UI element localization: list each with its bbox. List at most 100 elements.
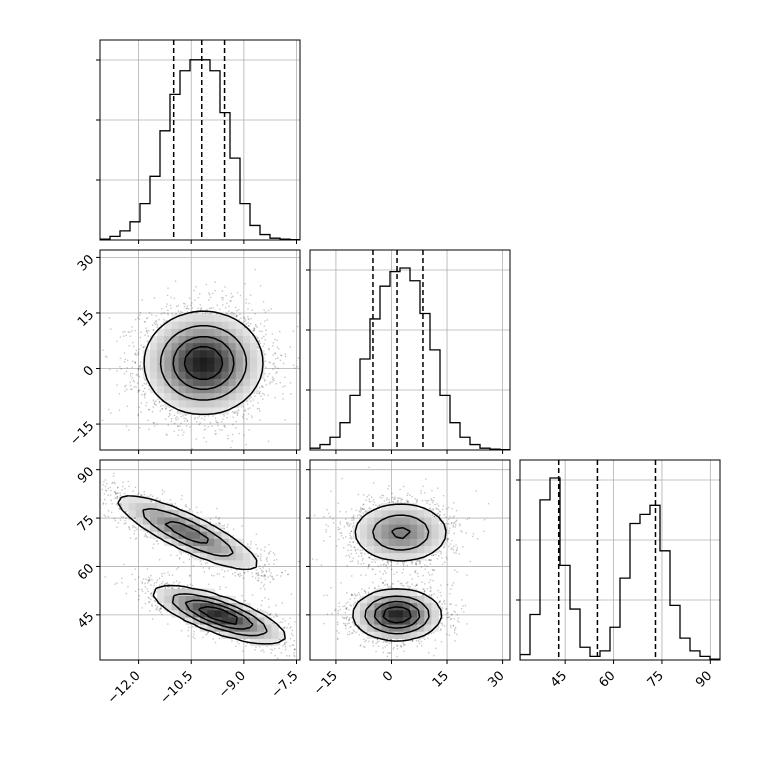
pair-panel-0-1-point bbox=[163, 319, 165, 321]
pair-panel-0-2-point bbox=[150, 500, 152, 502]
pair-panel-0-2-point bbox=[242, 541, 244, 544]
pair-panel-0-1-point bbox=[170, 296, 172, 299]
pair-panel-0-2-point bbox=[273, 578, 275, 580]
pair-panel-0-2-point bbox=[269, 550, 272, 553]
pair-panel-0-1-point bbox=[261, 337, 263, 339]
pair-panel-0-1-point bbox=[141, 299, 143, 301]
pair-panel-0-1-point bbox=[195, 312, 197, 314]
pair-panel-0-2-point bbox=[120, 502, 122, 504]
pair-panel-0-1-density-cell bbox=[207, 407, 215, 415]
pair-panel-0-1-point bbox=[245, 302, 247, 304]
pair-panel-0-1-point bbox=[162, 312, 164, 314]
pair-panel-0-1-point bbox=[273, 362, 275, 365]
pair-panel-0-2-point bbox=[101, 488, 103, 491]
pair-panel-0-1-point bbox=[258, 392, 261, 395]
pair-panel-0-1-point bbox=[129, 331, 131, 333]
pair-panel-0-1-point bbox=[280, 354, 283, 357]
pair-panel-0-1-point bbox=[137, 351, 139, 353]
pair-panel-0-1-point bbox=[246, 418, 248, 420]
pair-panel-0-1-point bbox=[119, 357, 122, 360]
pair-panel-0-2-point bbox=[161, 493, 164, 495]
pair-panel-0-1-density-cell bbox=[178, 364, 187, 372]
pair-panel-0-1-density-cell bbox=[250, 342, 258, 351]
pair-panel-0-1-point bbox=[137, 391, 139, 393]
pair-panel-0-2-point bbox=[268, 568, 271, 570]
pair-panel-0-1-point bbox=[145, 327, 147, 330]
pair-panel-0-2-point bbox=[260, 574, 263, 577]
pair-panel-0-1-ytick-label: 30 bbox=[75, 252, 97, 274]
pair-panel-0-2-point bbox=[107, 487, 109, 490]
pair-panel-0-1-point bbox=[238, 319, 240, 321]
pair-panel-0-1-density-cell bbox=[221, 385, 229, 394]
pair-panel-0-1-point bbox=[232, 295, 234, 298]
pair-panel-0-2-point bbox=[80, 498, 81, 499]
pair-panel-0-1-density-cell bbox=[157, 335, 165, 344]
pair-panel-0-2-point bbox=[132, 524, 134, 527]
pair-panel-0-1-point bbox=[245, 323, 248, 325]
pair-panel-0-2-point bbox=[180, 553, 182, 555]
pair-panel-0-1-point bbox=[167, 309, 169, 311]
pair-panel-0-1-density-cell bbox=[185, 407, 194, 415]
pair-panel-0-1-point bbox=[131, 372, 134, 375]
pair-panel-0-2-point bbox=[161, 489, 164, 491]
pair-panel-0-1-point bbox=[208, 292, 210, 294]
pair-panel-0-1-point bbox=[158, 400, 161, 403]
pair-panel-0-1-point bbox=[244, 282, 246, 285]
pair-panel-0-2-ytick-label: 90 bbox=[75, 464, 97, 486]
pair-panel-0-2-point bbox=[218, 522, 220, 524]
pair-panel-0-1-density-cell bbox=[214, 378, 222, 387]
pair-panel-0-1-point bbox=[244, 319, 247, 321]
pair-panel-0-1-point bbox=[144, 396, 146, 399]
pair-panel-0-1-density-cell bbox=[221, 321, 229, 329]
hist-panel-1 bbox=[306, 249, 511, 454]
pair-panel-0-2-point bbox=[307, 579, 308, 580]
pair-panel-0-1-point bbox=[274, 338, 276, 341]
pair-panel-0-1-density-cell bbox=[207, 364, 215, 372]
pair-panel-0-2-point bbox=[117, 486, 119, 489]
pair-panel-0-1-point bbox=[257, 346, 259, 348]
pair-panel-0-1-point bbox=[245, 443, 247, 446]
pair-panel-0-1-point bbox=[191, 307, 194, 309]
pair-panel-0-1-density-cell bbox=[257, 364, 265, 372]
pair-panel-0-2-point bbox=[267, 598, 270, 600]
pair-panel-0-2-point bbox=[138, 492, 140, 494]
pair-panel-0-1-density-cell bbox=[228, 321, 237, 329]
pair-panel-0-1-point bbox=[258, 386, 261, 389]
pair-panel-0-1-point bbox=[254, 395, 256, 397]
pair-panel-0-1-point bbox=[98, 388, 99, 389]
pair-panel-0-1-density-cell bbox=[228, 400, 237, 408]
pair-panel-0-1-point bbox=[181, 311, 183, 314]
pair-panel-0-2-point bbox=[216, 507, 218, 510]
pair-panel-0-1-point bbox=[256, 392, 258, 395]
pair-panel-0-2-point bbox=[272, 578, 274, 581]
pair-panel-0-1-point bbox=[137, 317, 139, 319]
pair-panel-0-1-point bbox=[160, 324, 162, 326]
pair-panel-0-1-density-cell bbox=[221, 400, 229, 408]
pair-panel-0-1-point bbox=[271, 333, 274, 335]
pair-panel-0-1-point bbox=[194, 416, 196, 419]
pair-panel-0-1-density-cell bbox=[235, 392, 244, 401]
pair-panel-0-1-point bbox=[216, 312, 218, 315]
pair-panel-0-1-point bbox=[173, 430, 175, 433]
pair-panel-0-1-point bbox=[139, 314, 141, 316]
pair-panel-0-1-point bbox=[135, 354, 137, 356]
pair-panel-0-2-point bbox=[128, 526, 130, 528]
pair-panel-0-1-point bbox=[167, 314, 169, 316]
pair-panel-0-1-point bbox=[256, 326, 258, 328]
pair-panel-0-1-point bbox=[153, 297, 156, 299]
pair-panel-0-1-density-cell bbox=[192, 392, 201, 401]
pair-panel-0-2-point bbox=[264, 546, 266, 548]
pair-panel-0-1-point bbox=[212, 307, 214, 309]
pair-panel-0-2-point bbox=[123, 492, 126, 495]
pair-panel-0-2-point bbox=[271, 575, 273, 578]
hist-panel-2-xtick-label: 75 bbox=[645, 668, 667, 690]
pair-panel-0-1-point bbox=[182, 415, 184, 417]
pair-panel-0-1-point bbox=[136, 382, 139, 384]
pair-panel-0-1-point bbox=[154, 403, 156, 406]
pair-panel-0-1-point bbox=[256, 337, 259, 340]
pair-panel-0-1-point bbox=[245, 298, 248, 301]
pair-panel-0-1-contour bbox=[172, 335, 235, 390]
pair-panel-0-1-point bbox=[167, 287, 169, 289]
pair-panel-0-1-point bbox=[145, 404, 147, 407]
pair-panel-0-1-point bbox=[131, 377, 134, 379]
